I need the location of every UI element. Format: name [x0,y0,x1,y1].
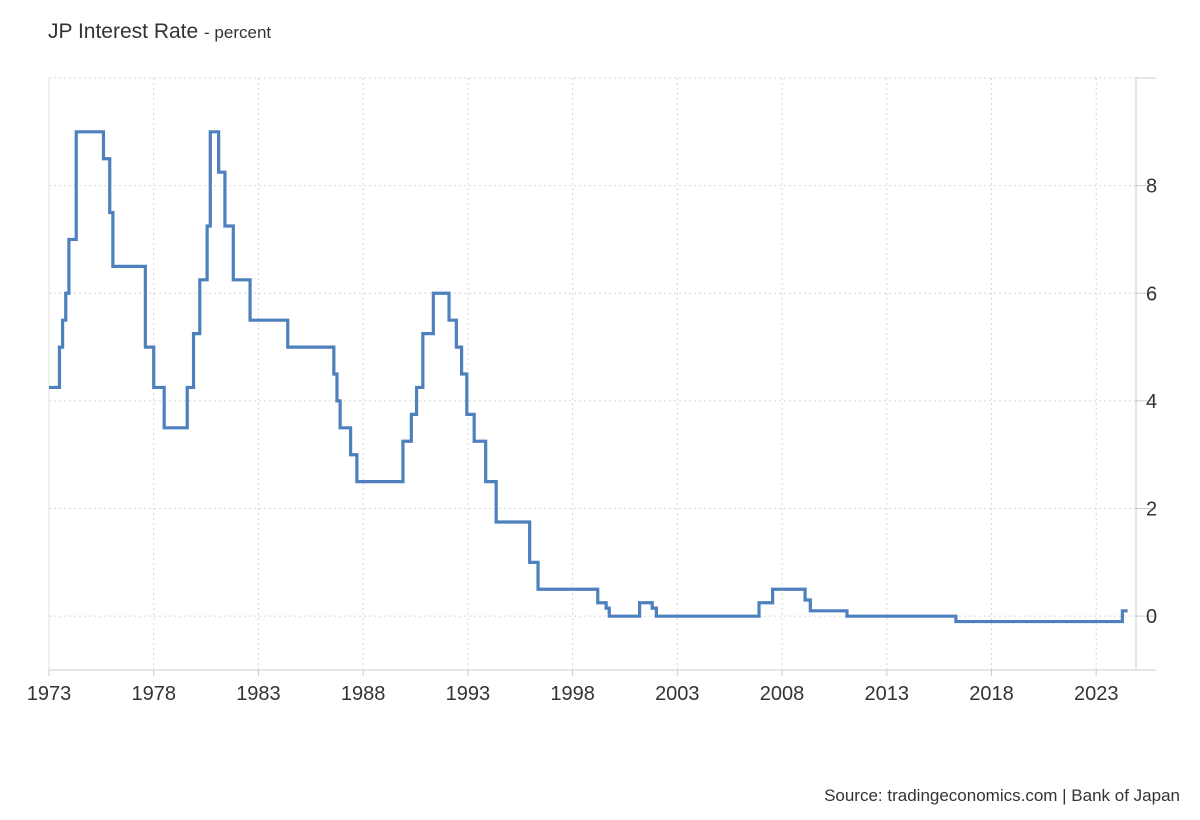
x-tick-label: 1988 [341,683,386,705]
chart-unit: - percent [204,23,272,42]
y-tick-label: 4 [1146,391,1157,413]
chart-title: JP Interest Rate - percent [48,20,271,44]
x-tick-label: 1973 [27,683,72,705]
source-note: Source: tradingeconomics.com | Bank of J… [824,786,1180,805]
x-tick-label: 2008 [760,683,805,705]
grid [48,77,1136,670]
y-tick-label: 8 [1146,176,1157,198]
x-tick-label: 1998 [550,683,595,705]
tick-labels: 1973 1978 1983 1988 1993 1998 2003 2008 2013 2018… [27,176,1157,705]
y-tick-label: 0 [1146,606,1157,628]
axes [48,77,1156,676]
x-tick-label: 2023 [1074,683,1119,705]
x-tick-label: 2013 [865,683,910,705]
series [49,130,1128,624]
x-tick-label: 2003 [655,683,700,705]
x-tick-label: 1978 [131,683,176,705]
chart-title-text: JP Interest Rate [48,20,199,43]
series-line [49,130,1128,624]
y-tick-label: 6 [1146,283,1157,305]
y-tick-label: 2 [1146,499,1157,521]
x-tick-label: 2018 [969,683,1014,705]
x-tick-label: 1993 [446,683,491,705]
x-tick-label: 1983 [236,683,281,705]
